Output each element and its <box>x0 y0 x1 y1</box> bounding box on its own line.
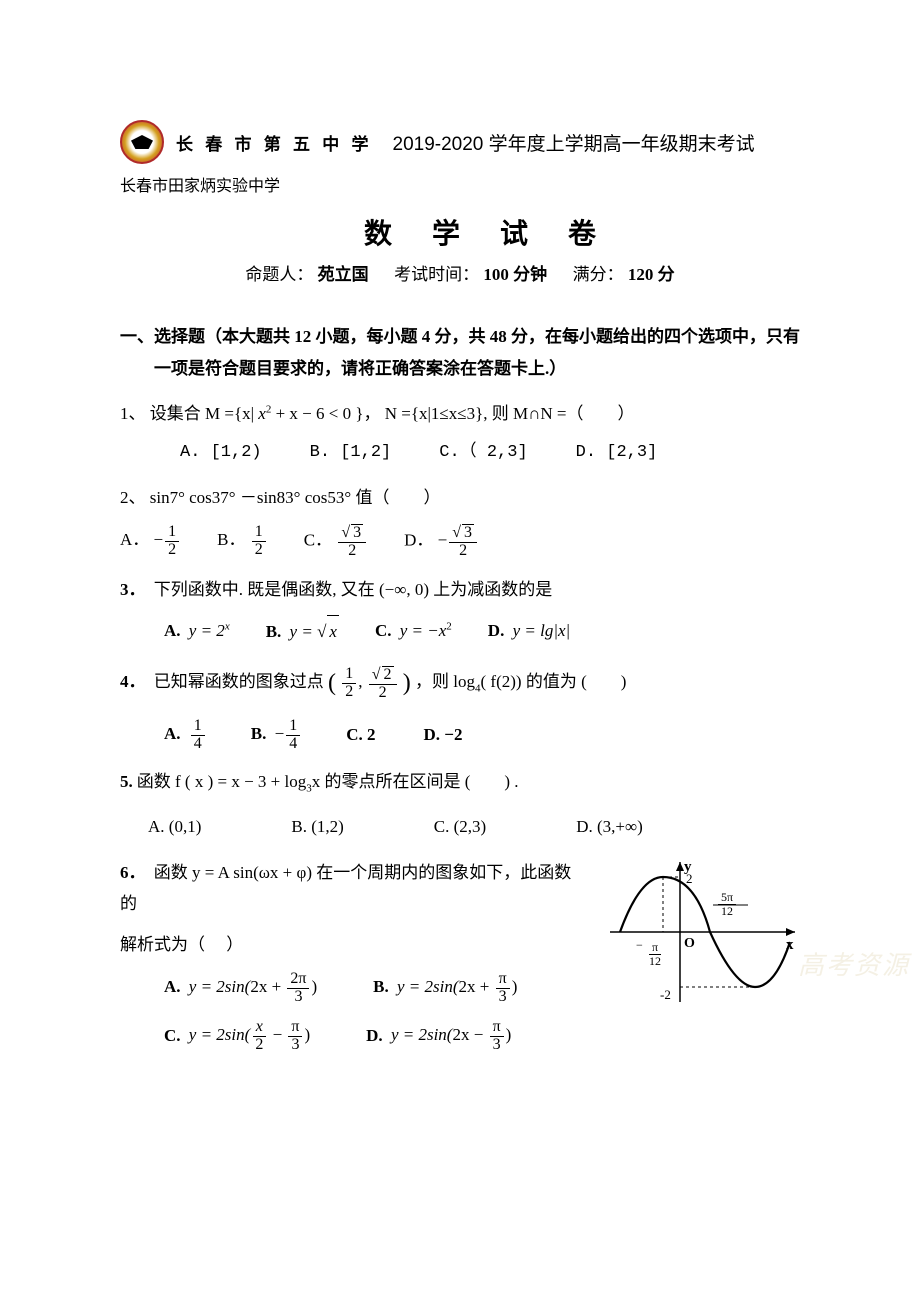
question-3: 3． 下列函数中. 既是偶函数, 又在 (−∞, 0) 上为减函数的是 A. y… <box>120 574 800 648</box>
question-2: 2、 sin7° cos37° －sin83° cos53° 值（ ） A． −… <box>120 482 800 559</box>
q1-prefix: 设集合 M ={x| <box>150 404 259 423</box>
q4-mid2: ( f(2)) 的值为 ( ) <box>481 672 627 691</box>
q3-B: B. y = √x <box>266 615 339 647</box>
svg-text:−: − <box>636 938 643 952</box>
author-name: 苑立国 <box>318 265 369 284</box>
graph-trough: -2 <box>660 987 671 1002</box>
q6-graph: 2 -2 y x O − π12 5π12 <box>600 857 800 1007</box>
q1-B: B. [1,2] <box>310 437 392 468</box>
q3-C: C. y = −x2 <box>375 615 452 646</box>
fullmark-value: 120 分 <box>628 265 675 284</box>
q2-C: C． √32 <box>304 524 368 560</box>
q2-num: 2、 <box>120 488 146 507</box>
q6-num: 6． <box>120 863 146 882</box>
q2-A: A． −12 <box>120 524 181 559</box>
q1-D: D. [2,3] <box>576 437 658 468</box>
question-6: 6． 函数 y = A sin(ωx + φ) 在一个周期内的图象如下，此函数的… <box>120 857 800 1055</box>
q3-num: 3． <box>120 580 146 599</box>
question-1: 1、 设集合 M ={x| x2 + x − 6 < 0 }， N ={x|1≤… <box>120 398 800 469</box>
q1-num: 1、 <box>120 404 146 423</box>
exam-title: 2019-2020 学年度上学期高一年级期末考试 <box>393 129 755 156</box>
q4-D: D. −2 <box>424 719 467 750</box>
q1-C: C.（ 2,3] <box>439 437 527 468</box>
q1-A: A. [1,2) <box>180 437 262 468</box>
author-label: 命题人： <box>245 265 313 284</box>
graph-y-label: y <box>684 859 692 875</box>
q4-B: B. −14 <box>251 718 302 753</box>
school-name: 长 春 市 第 五 中 学 <box>176 130 373 155</box>
school-logo <box>120 120 164 164</box>
q4-C: C. 2 <box>346 719 379 750</box>
q4-pre: 已知幂函数的图象过点 <box>154 672 324 691</box>
q5-D: D. (3,+∞) <box>576 811 643 842</box>
q6-B: B. y = 2sin(2x + π3) <box>373 971 517 1006</box>
graph-x-label: x <box>786 937 794 953</box>
q3-A: A. y = 2x <box>164 615 230 646</box>
q2-body: sin7° cos37° －sin83° cos53° 值（ ） <box>150 488 441 507</box>
q6-D: D. y = 2sin(2x − π3) <box>366 1019 511 1054</box>
q1-var: x <box>258 404 266 423</box>
subject-title: 数学试卷 <box>120 212 800 252</box>
question-5: 5.函数 f ( x ) = x − 3 + log3x 的零点所在区间是 ( … <box>120 766 800 842</box>
q5-B: B. (1,2) <box>291 811 343 842</box>
q6-C: C. y = 2sin(x2 − π3) <box>164 1019 310 1054</box>
duration-label: 考试时间： <box>394 265 479 284</box>
q4-num: 4． <box>120 672 146 691</box>
question-4: 4． 已知幂函数的图象过点 ( 12, √22 ) ，则 log4( f(2))… <box>120 661 800 752</box>
q5-post: x 的零点所在区间是 ( ) . <box>312 772 519 791</box>
q5-A: A. (0,1) <box>144 811 201 842</box>
duration-value: 100 分钟 <box>483 265 547 284</box>
q5-C: C. (2,3) <box>434 811 486 842</box>
q5-pre: 函数 f ( x ) = x − 3 + log <box>137 772 306 791</box>
q4-A: A. 14 <box>164 718 207 753</box>
sub-school: 长春市田家炳实验中学 <box>120 172 800 196</box>
q4-mid: ，则 log <box>415 672 475 691</box>
q6-l1: 函数 y = A sin(ωx + φ) 在一个周期内的图象如下，此函数的 <box>120 863 571 913</box>
section-1-header: 一、选择题（本大题共 12 小题，每小题 4 分，共 48 分，在每小题给出的四… <box>120 321 800 386</box>
section-1-line2: 一项是符合题目要求的，请将正确答案涂在答题卡上.） <box>120 353 800 385</box>
q6-A: A. y = 2sin(2x + 2π3) <box>164 971 317 1006</box>
fullmark-label: 满分： <box>573 265 624 284</box>
graph-origin: O <box>684 936 695 951</box>
q2-B: B． 12 <box>217 524 268 559</box>
q5-num: 5. <box>120 772 133 791</box>
q3-D: D. y = lg|x| <box>488 615 570 646</box>
q2-D: D． −√32 <box>404 524 479 560</box>
q6-l2: 解析式为（ ） <box>120 929 588 960</box>
q3-body: 下列函数中. 既是偶函数, 又在 (−∞, 0) 上为减函数的是 <box>154 580 553 599</box>
q1-expr: + x − 6 < 0 <box>271 404 351 423</box>
watermark: 高考资源 <box>798 945 910 982</box>
section-1-line1: 一、选择题（本大题共 12 小题，每小题 4 分，共 48 分，在每小题给出的四… <box>120 321 800 353</box>
meta-row: 命题人： 苑立国 考试时间： 100 分钟 满分： 120 分 <box>120 260 800 285</box>
q1-suffix: }， N ={x|1≤x≤3}, 则 M∩N =（ ） <box>351 404 634 423</box>
